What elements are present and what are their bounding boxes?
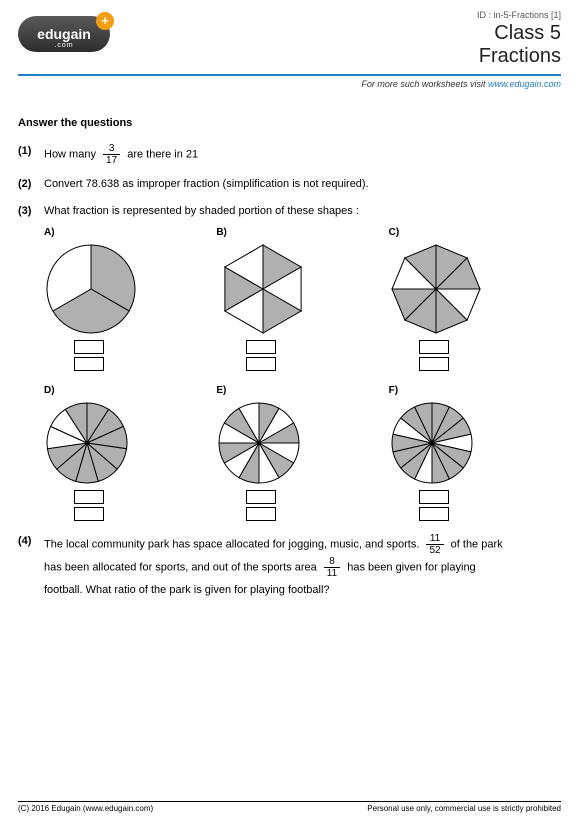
- worksheet-id: ID : in-5-Fractions [1]: [477, 10, 561, 20]
- shape-label: B): [216, 225, 388, 240]
- visit-link[interactable]: www.edugain.com: [488, 79, 561, 89]
- shape-cell: F): [389, 383, 561, 521]
- q4-f2-den: 11: [324, 568, 340, 579]
- shape-cell: A): [44, 225, 216, 371]
- visit-line: For more such worksheets visit www.eduga…: [18, 79, 561, 89]
- shape-label: C): [389, 225, 561, 240]
- q4-text-3: has been allocated for sports, and out o…: [44, 561, 320, 573]
- shape-label: E): [216, 383, 388, 398]
- question-3: (3) What fraction is represented by shad…: [18, 203, 561, 522]
- shape-cell: E): [216, 383, 388, 521]
- footer-left: (C) 2016 Edugain (www.edugain.com): [18, 804, 153, 813]
- visit-prefix: For more such worksheets visit: [361, 79, 488, 89]
- header: edugain .com + ID : in-5-Fractions [1] C…: [18, 10, 561, 68]
- fraction-shape-a: [44, 242, 138, 336]
- q4-number: (4): [18, 533, 44, 601]
- answer-numerator-box[interactable]: [419, 490, 449, 504]
- answer-denominator-box[interactable]: [74, 357, 104, 371]
- q4-f1-num: 11: [426, 533, 443, 545]
- shape-cell: C): [389, 225, 561, 371]
- q2-text: Convert 78.638 as improper fraction (sim…: [44, 176, 561, 193]
- q4-fraction-1: 11 52: [426, 533, 443, 556]
- q4-f2-num: 8: [324, 556, 340, 568]
- shape-label: F): [389, 383, 561, 398]
- class-title: Class 5: [477, 22, 561, 45]
- q4-fraction-2: 8 11: [324, 556, 340, 579]
- q3-number: (3): [18, 203, 44, 522]
- answer-numerator-box[interactable]: [246, 340, 276, 354]
- logo: edugain .com +: [18, 16, 110, 52]
- q4-text-1: The local community park has space alloc…: [44, 538, 422, 550]
- fraction-shape-e: [216, 400, 302, 486]
- answer-denominator-box[interactable]: [419, 507, 449, 521]
- fraction-shape-f: [389, 400, 475, 486]
- answer-denominator-box[interactable]: [246, 507, 276, 521]
- q4-f1-den: 52: [426, 545, 443, 556]
- q1-number: (1): [18, 143, 44, 166]
- q1-frac-den: 17: [103, 155, 120, 166]
- question-4: (4) The local community park has space a…: [18, 533, 561, 601]
- shape-cell: D): [44, 383, 216, 521]
- answer-denominator-box[interactable]: [419, 357, 449, 371]
- answer-numerator-box[interactable]: [246, 490, 276, 504]
- q2-number: (2): [18, 176, 44, 193]
- logo-plus-icon: +: [96, 12, 114, 30]
- answer-numerator-box[interactable]: [74, 490, 104, 504]
- q1-fraction: 3 17: [103, 143, 120, 166]
- answer-denominator-box[interactable]: [246, 357, 276, 371]
- q1-frac-num: 3: [103, 143, 120, 155]
- shape-cell: B): [216, 225, 388, 371]
- q4-text-5: football. What ratio of the park is give…: [44, 584, 330, 596]
- shapes-grid: A)B)C) D)E)F): [44, 225, 561, 521]
- q3-text: What fraction is represented by shaded p…: [44, 203, 561, 220]
- fraction-shape-d: [44, 400, 130, 486]
- q4-text-4: has been given for playing: [347, 561, 475, 573]
- fraction-shape-b: [216, 242, 310, 336]
- shape-label: D): [44, 383, 216, 398]
- answer-numerator-box[interactable]: [74, 340, 104, 354]
- footer-right: Personal use only, commercial use is str…: [367, 804, 561, 813]
- header-rule: [18, 74, 561, 76]
- fraction-shape-c: [389, 242, 483, 336]
- q4-text-2: of the park: [451, 538, 503, 550]
- logo-text: edugain: [37, 26, 91, 42]
- q1-text-1: How many: [44, 148, 99, 160]
- q1-text-2: are there in 21: [127, 148, 198, 160]
- answer-numerator-box[interactable]: [419, 340, 449, 354]
- footer: (C) 2016 Edugain (www.edugain.com) Perso…: [18, 801, 561, 813]
- section-title: Answer the questions: [18, 117, 561, 129]
- topic-title: Fractions: [477, 45, 561, 68]
- shape-label: A): [44, 225, 216, 240]
- question-1: (1) How many 3 17 are there in 21: [18, 143, 561, 166]
- question-2: (2) Convert 78.638 as improper fraction …: [18, 176, 561, 193]
- answer-denominator-box[interactable]: [74, 507, 104, 521]
- logo-sub: .com: [54, 42, 73, 49]
